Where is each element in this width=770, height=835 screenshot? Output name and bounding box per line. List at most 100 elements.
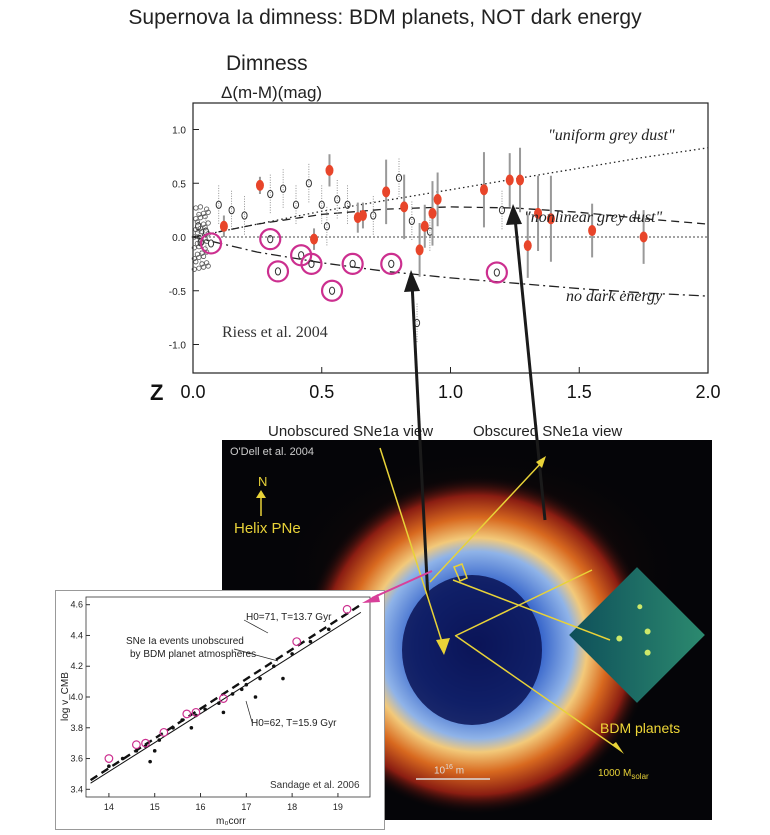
- lowz-point: [196, 265, 202, 271]
- hubble-y-tick-label: 3.6: [70, 754, 83, 764]
- lowz-point: [205, 220, 211, 226]
- lowz-point: [202, 213, 208, 220]
- lowz-point: [194, 230, 200, 236]
- lowz-point: [204, 206, 210, 212]
- gold-point: [516, 174, 525, 186]
- h71-pointer: [243, 619, 269, 634]
- lowz-point: [200, 221, 207, 227]
- highlighted-point-ring: [300, 252, 323, 275]
- highlighted-point-marker: [298, 251, 305, 260]
- y-tick-label: 0.0: [172, 233, 186, 244]
- lowz-point: [196, 254, 202, 261]
- lowz-point: [194, 219, 200, 225]
- legend-no-dark-energy: no dark energy: [566, 288, 663, 305]
- hubble-point: [189, 725, 194, 730]
- hubble-point: [180, 718, 184, 722]
- hubble-highlighted-point: [131, 740, 141, 750]
- hubble-y-tick-label: 4.2: [70, 661, 83, 671]
- hubble-plot-frame: [85, 596, 371, 798]
- hubble-point: [230, 692, 235, 696]
- hubble-chart: 4.6 4.4 4.2 4.0 3.8 3.6 3.4 14 15 16 17 18 19 log v…: [60, 596, 371, 827]
- hubble-point: [157, 738, 162, 742]
- lowz-point: [193, 205, 199, 211]
- hubble-point: [217, 701, 221, 705]
- gray-point: [395, 173, 403, 182]
- hubble-point: [203, 707, 207, 712]
- unobscured-pointer: [233, 648, 279, 662]
- hubble-point: [120, 756, 125, 761]
- hubble-y-tick-label: 3.4: [70, 784, 83, 794]
- hubble-x-tick-label: 18: [287, 802, 297, 812]
- gray-point: [344, 200, 351, 209]
- gray-point: [413, 318, 421, 328]
- gold-point: [325, 164, 334, 176]
- hubble-x-tick-label: 17: [241, 802, 251, 812]
- gold-point: [219, 220, 228, 232]
- lowz-point: [199, 250, 205, 256]
- gray-point: [318, 200, 325, 209]
- hubble-highlighted-point: [182, 709, 192, 719]
- scale-unit: m: [452, 765, 465, 777]
- hubble-point: [239, 687, 244, 692]
- hubble-point: [107, 764, 111, 769]
- hubble-highlighted-point: [219, 694, 228, 703]
- hubble-point: [152, 749, 157, 753]
- lowz-point: [200, 253, 207, 259]
- gold-point: [310, 233, 319, 245]
- hubble-x-tick-label: 14: [104, 802, 114, 812]
- gray-point: [323, 222, 330, 231]
- hubble-point: [171, 725, 175, 730]
- mass-label: 1000 Msolar: [598, 768, 649, 781]
- gray-point: [370, 211, 377, 220]
- hubble-highlighted-point: [342, 604, 352, 614]
- gold-point: [534, 207, 543, 219]
- hubble-point: [244, 682, 249, 687]
- gray-point: [334, 195, 341, 204]
- legend-uniform-grey-dust: "uniform grey dust": [548, 127, 675, 144]
- x-tick-label: 2.0: [695, 382, 720, 402]
- hubble-x-tick-label: 16: [196, 802, 206, 812]
- gold-point: [588, 225, 597, 237]
- gold-point: [415, 244, 424, 256]
- photo-credit: O'Dell et al. 2004: [230, 446, 315, 458]
- curve-1: [192, 206, 709, 238]
- h62-label: H0=62, T=15.9 Gyr: [251, 718, 337, 729]
- unobscured-annotation-2: by BDM planet atmospheres: [130, 649, 256, 660]
- hubble-diagram-inset: 4.6 4.4 4.2 4.0 3.8 3.6 3.4 14 15 16 17 18 19 log v…: [55, 590, 385, 830]
- highlighted-point-marker: [267, 235, 274, 244]
- gold-point: [428, 207, 437, 219]
- sandage-credit: Sandage et al. 2006: [270, 780, 360, 791]
- gray-point: [280, 184, 287, 193]
- gold-point: [479, 184, 488, 196]
- lowz-point: [200, 264, 207, 270]
- gold-point: [433, 193, 442, 205]
- highlighted-point-ring: [341, 252, 364, 275]
- highlighted-point-ring: [485, 261, 508, 284]
- highlighted-point-ring: [266, 260, 290, 283]
- hubble-y-tick-label: 4.4: [70, 630, 83, 640]
- gold-point: [523, 240, 532, 252]
- gray-point: [215, 200, 222, 209]
- dimness-chart: Dimness Δ(m-M)(mag) 1.0 0.5 0.0 -0.5 -1.0 0.…: [150, 52, 721, 405]
- gray-point: [498, 206, 506, 215]
- mass-subscript: solar: [631, 772, 649, 781]
- credit-riess: Riess et al. 2004: [222, 324, 328, 341]
- lowz-point: [204, 260, 210, 266]
- gold-point: [546, 213, 555, 225]
- gray-point: [292, 200, 300, 209]
- unobscured-annotation-1: SNe Ia events unobscured: [126, 636, 244, 647]
- highlighted-point-marker: [349, 259, 356, 268]
- scale-exponent: 16: [445, 764, 453, 771]
- gray-point: [241, 211, 248, 220]
- gray-point: [228, 206, 235, 215]
- hubble-xlabel: m₀corr: [216, 816, 246, 827]
- hubble-point: [308, 639, 313, 644]
- lowz-point: [191, 234, 197, 240]
- highlighted-point-ring: [380, 252, 403, 275]
- north-label: N: [258, 474, 268, 489]
- lowz-point: [199, 229, 205, 235]
- lowz-point: [191, 255, 197, 262]
- highlighted-point-marker: [493, 268, 500, 277]
- gold-point: [420, 220, 429, 232]
- highlighted-point-marker: [388, 259, 395, 268]
